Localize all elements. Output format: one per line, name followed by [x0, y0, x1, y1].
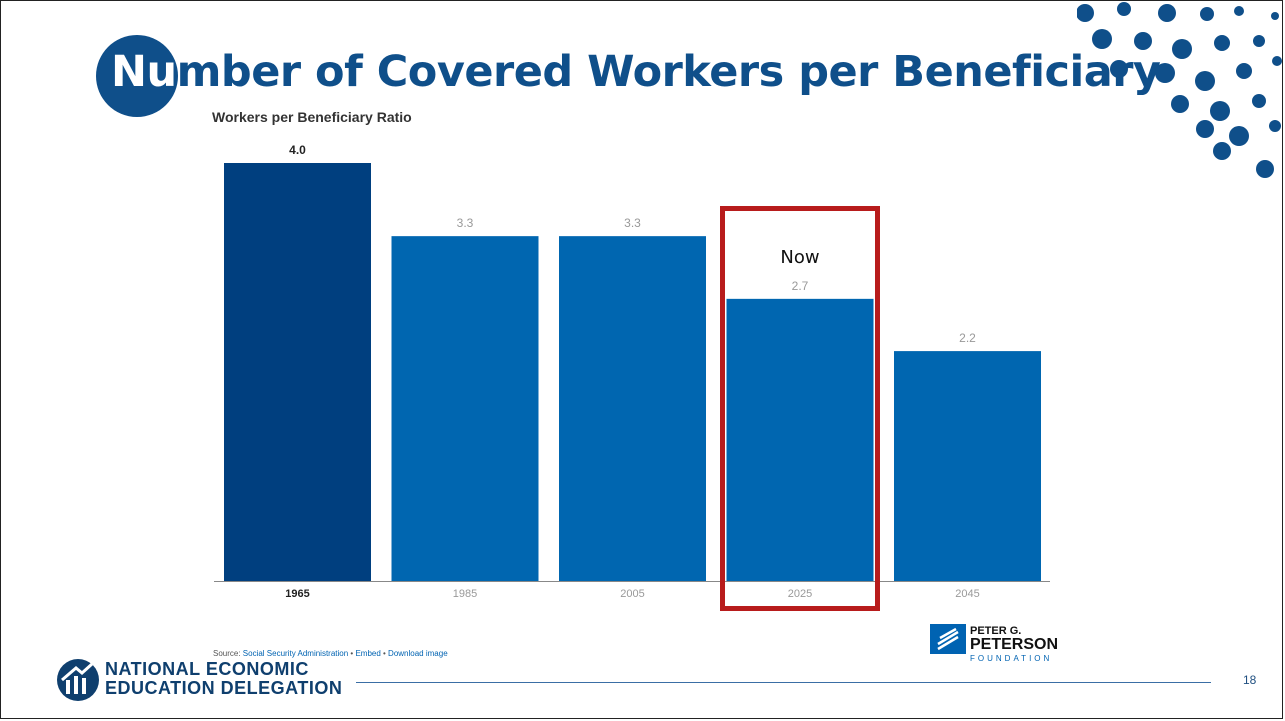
page-number: 18	[1243, 673, 1257, 687]
bar-1965	[224, 163, 371, 581]
title-circle-decoration	[96, 35, 178, 117]
pgf-line-1: PETER G.	[970, 625, 1022, 637]
now-highlight-box: Now	[720, 206, 880, 611]
x-tick-1965: 1965	[285, 588, 309, 600]
source-link[interactable]: Social Security Administration	[242, 649, 349, 658]
x-tick-2025: 2025	[788, 588, 812, 600]
ned-line-1: NATIONAL ECONOMIC	[105, 659, 309, 679]
source-sep-2: •	[380, 649, 389, 658]
dot-pattern-decoration	[1077, 2, 1282, 178]
pgf-line-3: FOUNDATION	[970, 654, 1053, 663]
data-label-2005: 3.3	[624, 216, 641, 230]
bar-2005	[559, 236, 706, 581]
data-label-2045: 2.2	[959, 331, 976, 345]
ned-line-2: EDUCATION DELEGATION	[105, 678, 343, 698]
bar-2025	[726, 298, 874, 581]
bar-1985	[391, 236, 539, 581]
title-prefix: Nu	[111, 47, 177, 97]
footer-divider	[356, 682, 1211, 683]
x-tick-2005: 2005	[620, 588, 644, 600]
download-image-link[interactable]: Download image	[388, 649, 448, 658]
ned-logo-text: NATIONAL ECONOMIC EDUCATION DELEGATION	[105, 660, 342, 698]
source-line: Source: Social Security Administration •…	[213, 649, 448, 658]
title-rest: mber of Covered Workers per Beneficiary	[176, 47, 1161, 97]
data-label-1965: 4.0	[289, 143, 306, 157]
chart-title: Workers per Beneficiary Ratio	[212, 109, 412, 125]
data-label-2025: 2.7	[792, 279, 809, 293]
embed-link[interactable]: Embed	[355, 649, 381, 658]
source-sep-1: •	[348, 649, 356, 658]
peterson-foundation-logo-icon	[930, 624, 966, 654]
x-tick-1985: 1985	[453, 588, 477, 600]
data-label-1985: 3.3	[457, 216, 474, 230]
source-prefix: Source:	[213, 649, 243, 658]
pgf-line-2: PETERSON	[970, 636, 1059, 653]
page-title: Number of Covered Workers per Beneficiar…	[111, 47, 1161, 97]
ned-logo-icon	[57, 659, 99, 701]
x-tick-2045: 2045	[955, 588, 979, 600]
peterson-foundation-logo-text: PETER G. PETERSON FOUNDATION	[970, 624, 1058, 666]
now-label: Now	[780, 247, 820, 268]
bar-2045	[894, 351, 1041, 581]
